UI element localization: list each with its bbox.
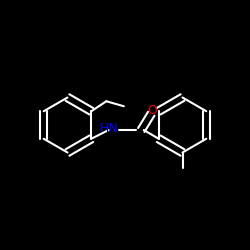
Text: HN: HN: [100, 122, 118, 135]
Text: O: O: [148, 104, 158, 117]
